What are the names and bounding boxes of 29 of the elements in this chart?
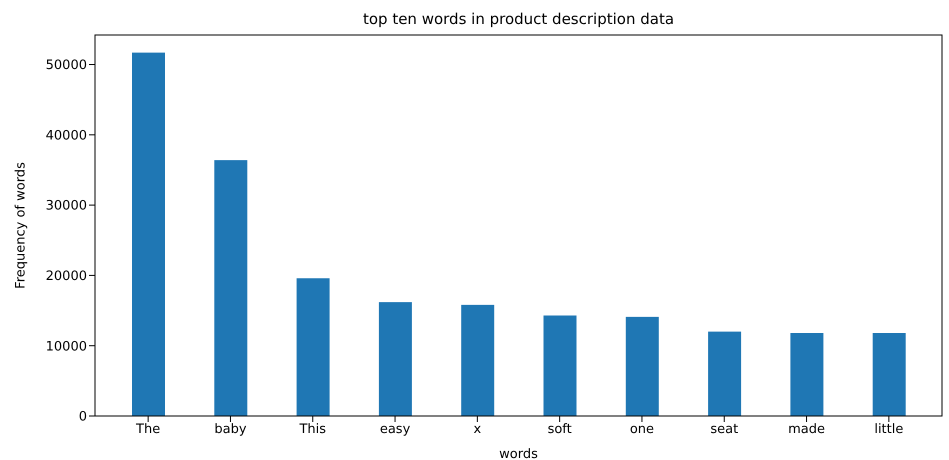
- bar: [708, 332, 742, 416]
- y-axis-title: Frequency of words: [14, 162, 29, 289]
- bar: [214, 160, 248, 416]
- x-tick-label: little: [874, 422, 904, 438]
- bar: [544, 315, 576, 416]
- bar: [296, 278, 330, 416]
- x-tick-label: baby: [214, 422, 247, 438]
- bar: [790, 333, 824, 416]
- bar: [461, 304, 494, 416]
- chart-title: top ten words in product description data: [362, 10, 676, 28]
- x-tick-label: The: [135, 422, 160, 438]
- x-tick-label: This: [298, 422, 326, 438]
- y-tick-label: 0: [78, 410, 87, 425]
- bar: [378, 302, 412, 416]
- bar: [872, 333, 906, 416]
- bar: [626, 316, 659, 416]
- x-tick-label: made: [788, 422, 825, 438]
- x-tick-label: easy: [380, 422, 411, 438]
- y-tick-label: 40000: [46, 128, 87, 144]
- y-tick-label: 20000: [46, 269, 87, 284]
- x-axis-title: words: [499, 447, 538, 460]
- y-tick-label: 10000: [46, 339, 87, 354]
- y-tick-label: 30000: [46, 198, 87, 214]
- x-tick-label: x: [474, 422, 482, 438]
- x-tick-label: seat: [710, 422, 738, 438]
- x-tick-label: soft: [548, 422, 572, 438]
- x-tick-label: one: [630, 422, 654, 438]
- bar: [132, 52, 165, 416]
- y-tick-label: 50000: [46, 58, 87, 74]
